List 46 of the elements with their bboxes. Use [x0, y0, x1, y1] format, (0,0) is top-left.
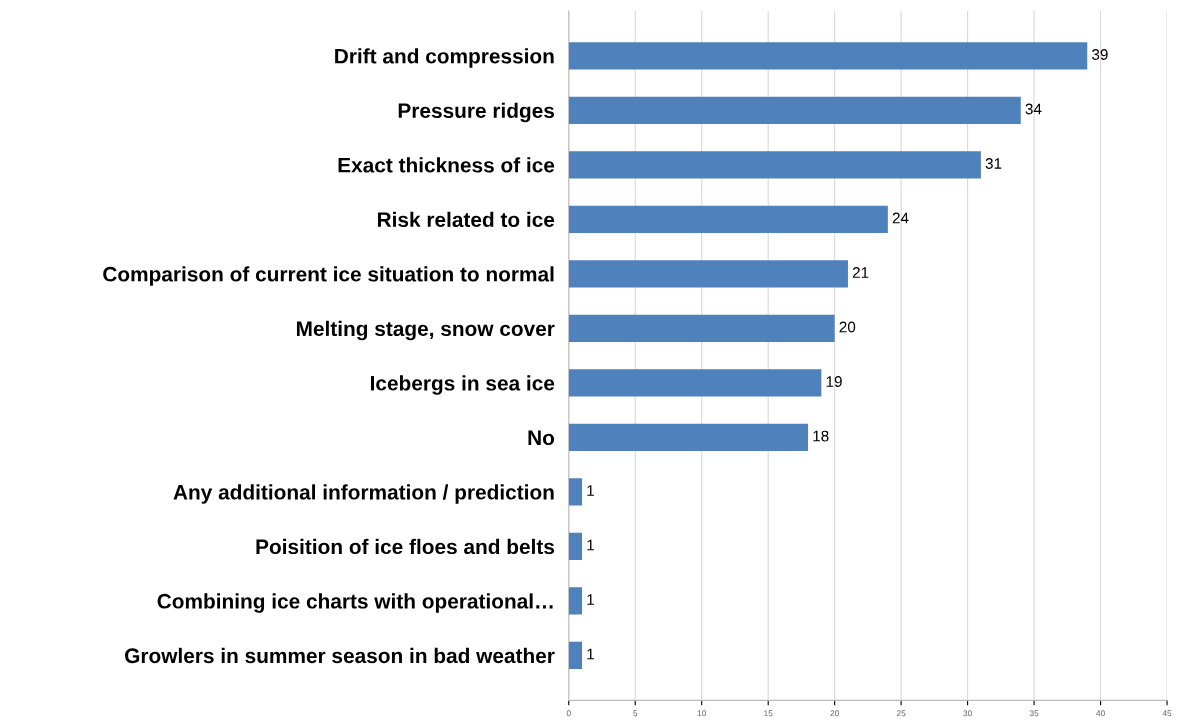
x-tick-label: 30: [963, 710, 972, 717]
x-tick-label: 20: [830, 710, 839, 717]
bar: [568, 587, 583, 615]
bar: [568, 96, 1021, 124]
bar: [568, 314, 835, 342]
bar: [568, 151, 981, 179]
data-label: 31: [985, 158, 1002, 169]
x-tick-label: 40: [1096, 710, 1105, 717]
x-tick-label: 45: [1162, 710, 1172, 717]
bar: [568, 641, 583, 669]
y-tick-label: Melting stage, snow cover: [296, 320, 555, 341]
y-tick-label: Drift and compression: [335, 48, 554, 68]
y-tick-label: Any additional information / prediction: [173, 484, 554, 504]
data-label: 1: [587, 648, 594, 660]
data-label: 34: [1025, 103, 1042, 115]
y-tick-label: Growlers in summer season in bad weather: [125, 647, 555, 664]
x-tick-label: 35: [1029, 710, 1039, 717]
y-tick-label: Poisition of ice floes and belts: [256, 538, 555, 555]
data-label: 1: [587, 539, 594, 551]
y-tick-label: Risk related to ice: [377, 211, 555, 228]
data-label: 21: [852, 267, 869, 278]
y-tick-label: Exact thickness of ice: [338, 157, 555, 173]
bar: [568, 532, 583, 560]
data-label: 20: [839, 321, 856, 333]
data-label: 1: [587, 485, 594, 496]
bar: [568, 478, 583, 506]
y-tick-label: Pressure ridges: [398, 102, 555, 123]
y-tick-label: No: [528, 430, 555, 446]
y-tick-label: Icebergs in sea ice: [370, 375, 555, 395]
data-label: 1: [587, 594, 594, 605]
bar: [568, 260, 848, 288]
y-tick-label: Combining ice charts with operational…: [157, 593, 553, 613]
bar: [568, 205, 888, 233]
x-tick-label: 10: [697, 710, 707, 717]
bar: [568, 423, 809, 451]
x-tick-label: 5: [633, 710, 638, 717]
data-label: 18: [813, 430, 829, 442]
x-tick-label: 0: [566, 710, 571, 717]
data-label: 24: [892, 212, 909, 224]
data-label: 39: [1092, 49, 1108, 60]
x-tick-label: 25: [896, 710, 906, 717]
data-label: 19: [826, 376, 842, 387]
bar: [568, 42, 1088, 70]
x-tick-label: 15: [764, 710, 773, 717]
y-tick-label: Comparison of current ice situation to normal: [103, 266, 554, 286]
bar: [568, 369, 822, 397]
